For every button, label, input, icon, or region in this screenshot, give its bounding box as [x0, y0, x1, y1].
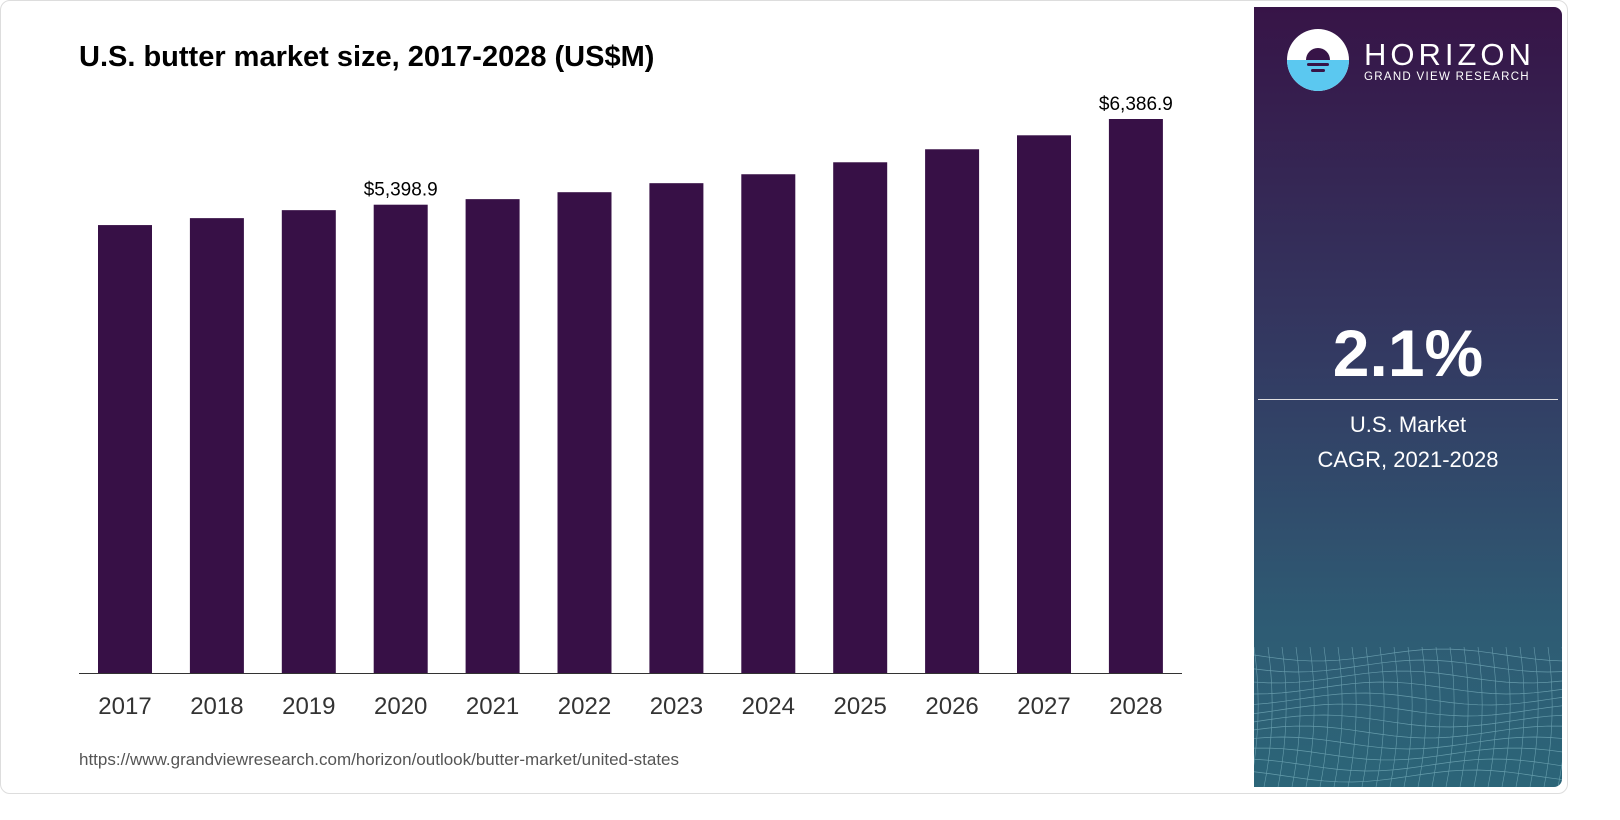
source-url: https://www.grandviewresearch.com/horizo…	[79, 750, 679, 769]
brand-subtitle: GRAND VIEW RESEARCH	[1364, 71, 1530, 83]
x-tick-label: 2024	[742, 693, 795, 720]
bar-2027	[1017, 135, 1071, 673]
data-label: $5,398.9	[364, 180, 438, 201]
bar-2017	[98, 225, 152, 673]
bar-2023	[649, 183, 704, 673]
x-tick-label: 2026	[925, 693, 978, 720]
x-tick-label: 2022	[558, 693, 611, 720]
x-tick-label: 2018	[190, 693, 243, 720]
bar-chart: 2017 2018 2019 2020 $5,398.9 2021 2022 2023 2024…	[79, 94, 1182, 720]
side-panel: HORIZON GRAND VIEW RESEARCH 2.1% U.S. Ma…	[1254, 7, 1562, 787]
x-tick-label: 2020	[374, 693, 427, 720]
x-tick-label: 2021	[466, 693, 519, 720]
x-tick-label: 2023	[650, 693, 703, 720]
bar-2026	[925, 149, 980, 673]
bar-2019	[281, 210, 336, 673]
chart-card: U.S. butter market size, 2017-2028 (US$M…	[0, 0, 1568, 794]
mesh-decoration	[1254, 647, 1562, 787]
x-tick-label: 2027	[1017, 693, 1070, 720]
cagr-label-2: CAGR, 2021-2028	[1317, 447, 1499, 472]
brand-name: HORIZON	[1364, 37, 1535, 72]
horizon-logo-icon	[1287, 29, 1349, 91]
cagr-label-1: U.S. Market	[1349, 412, 1467, 437]
bar-2021	[465, 199, 520, 673]
bar-2024	[741, 174, 796, 673]
bar-2022	[557, 192, 612, 673]
bar-2025	[833, 162, 888, 674]
x-tick-label: 2025	[834, 693, 887, 720]
bar-2018	[189, 218, 244, 673]
cagr-value: 2.1%	[1332, 316, 1484, 390]
bar-2028	[1108, 119, 1163, 673]
chart-title: U.S. butter market size, 2017-2028 (US$M…	[79, 41, 655, 73]
x-tick-label: 2019	[282, 693, 335, 720]
data-label: $6,386.9	[1099, 94, 1173, 115]
bar-2020	[373, 204, 428, 674]
divider	[1258, 399, 1558, 400]
x-tick-label: 2028	[1109, 693, 1162, 720]
x-tick-label: 2017	[98, 693, 151, 720]
